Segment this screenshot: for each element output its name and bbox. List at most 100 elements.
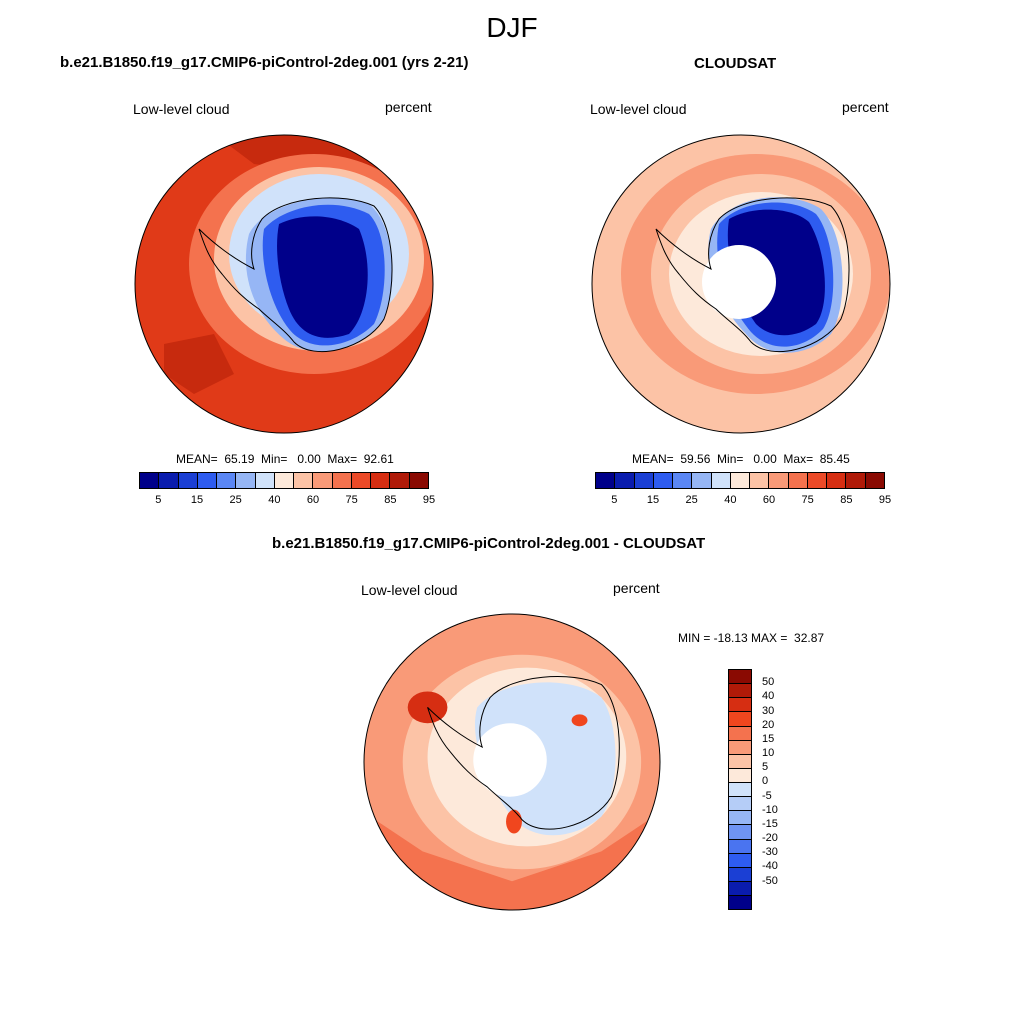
colorbar-tick-label: 5 — [611, 494, 618, 506]
colorbar-swatch — [673, 473, 693, 488]
colorbar-swatch — [294, 473, 314, 488]
colorbar-swatch — [274, 473, 295, 488]
panel3-variable-label: Low-level cloud — [361, 582, 458, 598]
panel2-coastline — [655, 197, 850, 352]
colorbar-swatch — [827, 473, 847, 488]
colorbar-tick-label: 40 — [762, 690, 775, 703]
colorbar-swatch — [865, 473, 884, 488]
colorbar-swatch — [729, 853, 751, 868]
colorbar-swatch — [729, 896, 751, 910]
colorbar-swatch — [692, 473, 712, 488]
colorbar-swatch — [596, 473, 616, 488]
colorbar-tick-label: -20 — [762, 832, 778, 845]
colorbar-tick-label: 85 — [384, 494, 397, 506]
colorbar-swatch — [729, 684, 751, 699]
colorbar-swatch — [729, 712, 751, 727]
panel3-diff-hotspot-ross — [506, 809, 522, 834]
colorbar-swatch — [729, 867, 751, 882]
colorbar-swatch — [390, 473, 410, 488]
panel1-polar-map — [134, 134, 434, 434]
panel2-title: CLOUDSAT — [694, 55, 777, 72]
season-title: DJF — [486, 12, 538, 43]
colorbar-tick-label: 40 — [724, 494, 737, 506]
panel2-variable-label: Low-level cloud — [590, 101, 687, 117]
panel2-units-label: percent — [842, 99, 889, 115]
colorbar-swatch — [729, 768, 751, 783]
colorbar-swatch — [159, 473, 179, 488]
panel1-ice-core — [277, 216, 368, 338]
colorbar-tick-label: 40 — [268, 494, 281, 506]
colorbar-tick-label: -50 — [762, 874, 778, 887]
panel3-coastline — [427, 676, 620, 830]
panel3-colorbar — [728, 669, 752, 910]
colorbar-swatch — [729, 698, 751, 713]
panel3-stats: MIN = -18.13 MAX = 32.87 — [678, 631, 825, 645]
colorbar-tick-label: 15 — [762, 732, 775, 745]
colorbar-swatch — [729, 825, 751, 840]
colorbar-swatch — [711, 473, 731, 488]
panel1-colorbar — [139, 472, 429, 489]
panel3-diff-hotspot-east — [571, 714, 588, 727]
colorbar-swatch — [217, 473, 237, 488]
colorbar-tick-label: -40 — [762, 860, 778, 873]
panel1-coastline — [198, 197, 393, 352]
panel3-title: b.e21.B1850.f19_g17.CMIP6-piControl-2deg… — [272, 535, 706, 552]
colorbar-tick-label: 0 — [762, 775, 769, 788]
colorbar-swatch — [634, 473, 654, 488]
panel2-stats: MEAN= 59.56 Min= 0.00 Max= 85.45 — [632, 452, 850, 466]
panel3-diff-outer-strong — [363, 811, 661, 911]
colorbar-swatch — [729, 740, 751, 755]
colorbar-swatch — [351, 473, 372, 488]
colorbar-tick-label: 75 — [801, 494, 814, 506]
colorbar-swatch — [846, 473, 866, 488]
colorbar-tick-label: -5 — [762, 789, 772, 802]
colorbar-swatch — [140, 473, 160, 488]
colorbar-tick-label: 25 — [685, 494, 698, 506]
panel1-variable-label: Low-level cloud — [133, 101, 230, 117]
colorbar-swatch — [729, 726, 751, 741]
colorbar-swatch — [807, 473, 828, 488]
colorbar-swatch — [750, 473, 770, 488]
colorbar-tick-label: 60 — [762, 494, 776, 506]
colorbar-tick-label: 5 — [155, 494, 162, 506]
colorbar-swatch — [729, 783, 751, 798]
colorbar-swatch — [769, 473, 789, 488]
colorbar-tick-label: 95 — [878, 494, 892, 506]
colorbar-swatch — [730, 473, 751, 488]
colorbar-swatch — [236, 473, 256, 488]
panel1-high-cloud-patch-sw — [164, 334, 234, 394]
colorbar-swatch — [409, 473, 428, 488]
colorbar-tick-label: 15 — [646, 494, 660, 506]
colorbar-swatch — [729, 797, 751, 812]
colorbar-tick-label: 25 — [229, 494, 242, 506]
colorbar-tick-label: 5 — [762, 761, 769, 774]
colorbar-swatch — [313, 473, 333, 488]
colorbar-swatch — [729, 811, 751, 826]
colorbar-swatch — [255, 473, 275, 488]
colorbar-swatch — [729, 670, 751, 685]
colorbar-tick-label: 75 — [345, 494, 358, 506]
panel2-missing-data-hole — [702, 245, 776, 319]
colorbar-swatch — [332, 473, 352, 488]
colorbar-swatch — [197, 473, 218, 488]
colorbar-swatch — [729, 754, 751, 769]
colorbar-tick-label: -15 — [762, 817, 778, 830]
panel2-colorbar — [595, 472, 885, 489]
panel3-units-label: percent — [613, 580, 660, 596]
colorbar-tick-label: 50 — [762, 676, 775, 689]
panel2-polar-map — [591, 134, 891, 434]
colorbar-swatch — [729, 839, 751, 854]
colorbar-tick-label: 15 — [190, 494, 204, 506]
panel1-units-label: percent — [385, 99, 432, 115]
panel3-missing-data-hole — [473, 723, 547, 797]
colorbar-swatch — [788, 473, 808, 488]
colorbar-tick-label: 60 — [306, 494, 320, 506]
colorbar-tick-label: 95 — [422, 494, 436, 506]
colorbar-swatch — [653, 473, 674, 488]
colorbar-swatch — [371, 473, 391, 488]
colorbar-swatch — [729, 881, 751, 896]
colorbar-tick-label: -30 — [762, 846, 778, 859]
panel1-stats: MEAN= 65.19 Min= 0.00 Max= 92.61 — [176, 452, 394, 466]
colorbar-tick-label: 10 — [762, 747, 775, 760]
colorbar-tick-label: 30 — [762, 704, 775, 717]
